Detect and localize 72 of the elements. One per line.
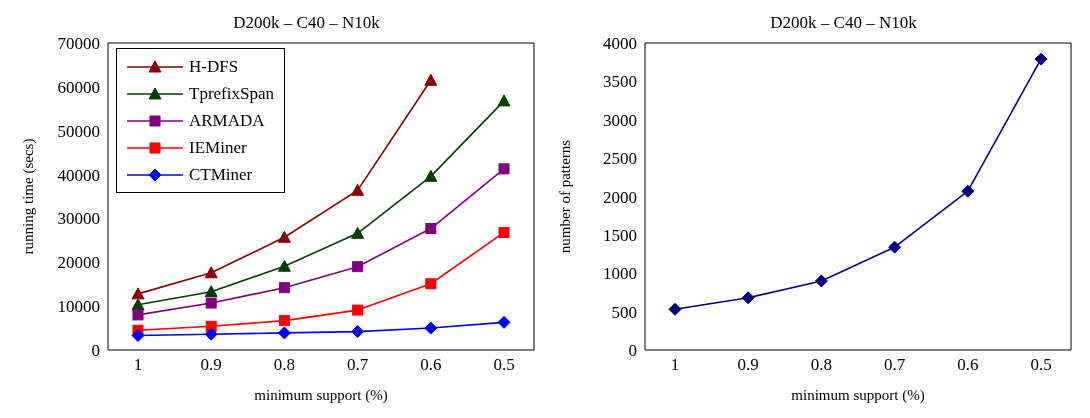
x-tick-label: 0.8 <box>810 355 833 375</box>
y-tick-label: 0 <box>91 341 100 361</box>
y-tick-label: 2000 <box>603 187 637 207</box>
legend-label: ARMADA <box>189 110 265 131</box>
y-tick-label: 3500 <box>603 72 637 92</box>
point <box>277 259 291 272</box>
y-tick-label: 60000 <box>57 77 100 97</box>
x-axis-title: minimum support (%) <box>254 387 388 404</box>
y-axis-title: number of patterns <box>557 139 574 254</box>
point <box>277 230 291 243</box>
x-tick-label: 0.7 <box>346 355 369 375</box>
point <box>204 327 218 341</box>
point <box>131 329 145 343</box>
point <box>425 223 437 235</box>
x-tick-label: 0.6 <box>957 355 979 375</box>
y-tick-label: 500 <box>611 302 637 322</box>
point <box>278 315 290 327</box>
point <box>351 183 365 196</box>
point <box>498 226 510 238</box>
point <box>204 266 218 279</box>
point <box>424 73 438 86</box>
point <box>277 326 291 340</box>
y-tick-label: 30000 <box>57 209 100 229</box>
point <box>351 325 365 339</box>
x-tick-label: 0.8 <box>273 355 296 375</box>
chart-title: D200k – C40 – N10k <box>770 13 918 32</box>
y-tick-label: 40000 <box>57 165 100 185</box>
x-tick-label: 1 <box>670 355 680 375</box>
x-tick-label: 0.9 <box>737 355 759 375</box>
x-tick-label: 0.6 <box>420 355 442 375</box>
y-tick-label: 3000 <box>603 110 637 130</box>
point <box>352 304 364 316</box>
point <box>278 282 290 294</box>
legend-label: IEMiner <box>189 137 247 158</box>
y-axis-title: running time (secs) <box>20 138 38 255</box>
point <box>132 309 144 321</box>
chart-title: D200k – C40 – N10k <box>233 13 381 32</box>
point <box>424 169 438 182</box>
point <box>498 163 510 175</box>
y-tick-label: 4000 <box>603 34 637 54</box>
x-tick-label: 0.5 <box>1030 355 1052 375</box>
point <box>131 287 145 300</box>
x-tick-label: 0.7 <box>883 355 906 375</box>
y-tick-label: 0 <box>628 341 637 361</box>
y-tick-label: 70000 <box>57 34 100 54</box>
legend-label: TprefixSpan <box>189 83 274 104</box>
point <box>424 321 438 335</box>
point <box>888 240 902 254</box>
point <box>814 274 828 288</box>
legend-label: H-DFS <box>189 56 239 77</box>
point <box>497 94 511 107</box>
x-axis-title: minimum support (%) <box>791 387 925 404</box>
point <box>741 291 755 305</box>
y-tick-label: 2500 <box>603 149 637 169</box>
point <box>961 184 975 198</box>
y-tick-label: 20000 <box>57 253 100 273</box>
point <box>425 278 437 290</box>
y-tick-label: 10000 <box>57 297 100 317</box>
x-tick-label: 1 <box>133 355 143 375</box>
point <box>351 226 365 239</box>
point <box>205 297 217 309</box>
point <box>352 261 364 273</box>
y-tick-label: 50000 <box>57 121 100 141</box>
legend-label: CTMiner <box>189 164 253 185</box>
point <box>1034 52 1048 66</box>
point <box>497 315 511 329</box>
y-tick-label: 1500 <box>603 225 637 245</box>
x-tick-label: 0.9 <box>200 355 222 375</box>
point <box>668 302 682 316</box>
x-tick-label: 0.5 <box>493 355 515 375</box>
y-tick-label: 1000 <box>603 264 637 284</box>
point <box>204 285 218 298</box>
